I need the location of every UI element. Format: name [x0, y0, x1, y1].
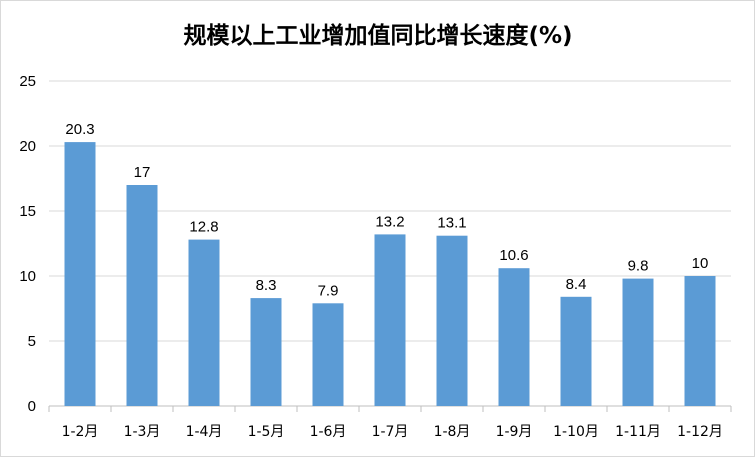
data-label: 13.2	[375, 213, 404, 230]
bar-1-9月	[498, 268, 530, 406]
x-tick-label: 1-10月	[553, 424, 599, 440]
data-label: 7.9	[318, 282, 339, 299]
data-label: 12.8	[189, 219, 218, 236]
y-tick-label: 15	[19, 203, 36, 220]
bar-1-2月	[64, 142, 96, 406]
data-label: 17	[134, 164, 151, 181]
bar-1-6月	[312, 303, 344, 406]
y-tick-label: 20	[19, 138, 36, 155]
data-label: 10	[692, 255, 709, 272]
x-tick-label: 1-2月	[62, 424, 99, 440]
bar-1-7月	[374, 234, 406, 406]
data-label: 9.8	[628, 258, 649, 275]
x-tick-label: 1-12月	[677, 424, 723, 440]
bar-1-11月	[622, 278, 654, 406]
y-tick-label: 25	[19, 73, 36, 90]
bar-1-3月	[126, 185, 158, 406]
chart-title: 规模以上工业增加值同比增长速度(%)	[183, 22, 572, 49]
x-tick-label: 1-4月	[186, 424, 223, 440]
x-tick-label: 1-5月	[248, 424, 285, 440]
y-tick-label: 0	[28, 398, 36, 415]
data-label: 13.1	[437, 215, 466, 232]
bar-1-12月	[684, 276, 716, 406]
bars	[64, 142, 716, 406]
y-tick-label: 10	[19, 268, 36, 285]
bar-1-4月	[188, 239, 220, 406]
data-labels: 20.3 17 12.8 8.3 7.9 13.2 13.1 10.6 8.4 9.8 10	[65, 121, 708, 299]
x-axis-ticks: 1-2月 1-3月 1-4月 1-5月 1-6月 1-7月 1-8月 1-9月 1-10月 1-1…	[62, 424, 723, 440]
y-axis-ticks: 0 5 10 15 20 25	[19, 73, 36, 415]
data-label: 10.6	[499, 247, 528, 264]
y-tick-label: 5	[28, 333, 36, 350]
x-tick-label: 1-8月	[434, 424, 471, 440]
bar-1-10月	[560, 296, 592, 406]
data-label: 20.3	[65, 121, 94, 138]
data-label: 8.3	[256, 277, 277, 294]
x-tick-label: 1-11月	[615, 424, 661, 440]
x-tick-label: 1-3月	[124, 424, 161, 440]
data-label: 8.4	[566, 276, 587, 293]
x-tick-label: 1-6月	[310, 424, 347, 440]
x-tick-label: 1-9月	[496, 424, 533, 440]
bar-1-8月	[436, 235, 468, 406]
bar-1-5月	[250, 298, 282, 406]
x-tick-label: 1-7月	[372, 424, 409, 440]
